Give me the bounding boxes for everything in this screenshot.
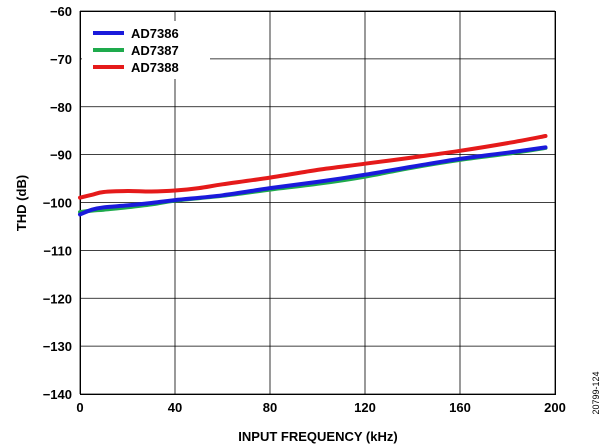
x-tick-label: 200 (544, 400, 566, 415)
x-tick-label: 160 (449, 400, 471, 415)
x-tick-label: 80 (263, 400, 277, 415)
y-tick-label: −120 (43, 291, 72, 306)
legend-label-ad7388: AD7388 (131, 60, 179, 75)
y-tick-label: −100 (43, 196, 72, 211)
x-tick-label: 40 (168, 400, 182, 415)
series-line-ad7388 (78, 134, 548, 200)
y-tick-label: −70 (50, 52, 72, 67)
y-tick-label: −80 (50, 100, 72, 115)
legend: AD7386 AD7387 AD7388 (82, 21, 210, 79)
legend-label-ad7386: AD7386 (131, 26, 179, 41)
y-axis-title: THD (dB) (14, 175, 29, 231)
series-line-ad7386 (78, 145, 548, 217)
x-axis-title: INPUT FREQUENCY (kHz) (238, 429, 397, 444)
y-tick-label: −60 (50, 4, 72, 19)
x-tick-label: 0 (76, 400, 83, 415)
y-tick-label: −110 (43, 243, 72, 258)
legend-label-ad7387: AD7387 (131, 43, 179, 58)
y-tick-label: −130 (43, 339, 72, 354)
series-lines (78, 134, 548, 217)
y-tick-label: −140 (43, 387, 72, 402)
y-tick-label: −90 (50, 148, 72, 163)
y-tick-labels: −60 −70 −80 −90 −100 −110 −120 −130 −140 (43, 4, 72, 402)
plot-area-frame (80, 11, 556, 395)
x-tick-labels: 0 40 80 120 160 200 (76, 400, 565, 415)
x-tick-label: 120 (354, 400, 376, 415)
figure-code: 20799-124 (591, 371, 601, 414)
